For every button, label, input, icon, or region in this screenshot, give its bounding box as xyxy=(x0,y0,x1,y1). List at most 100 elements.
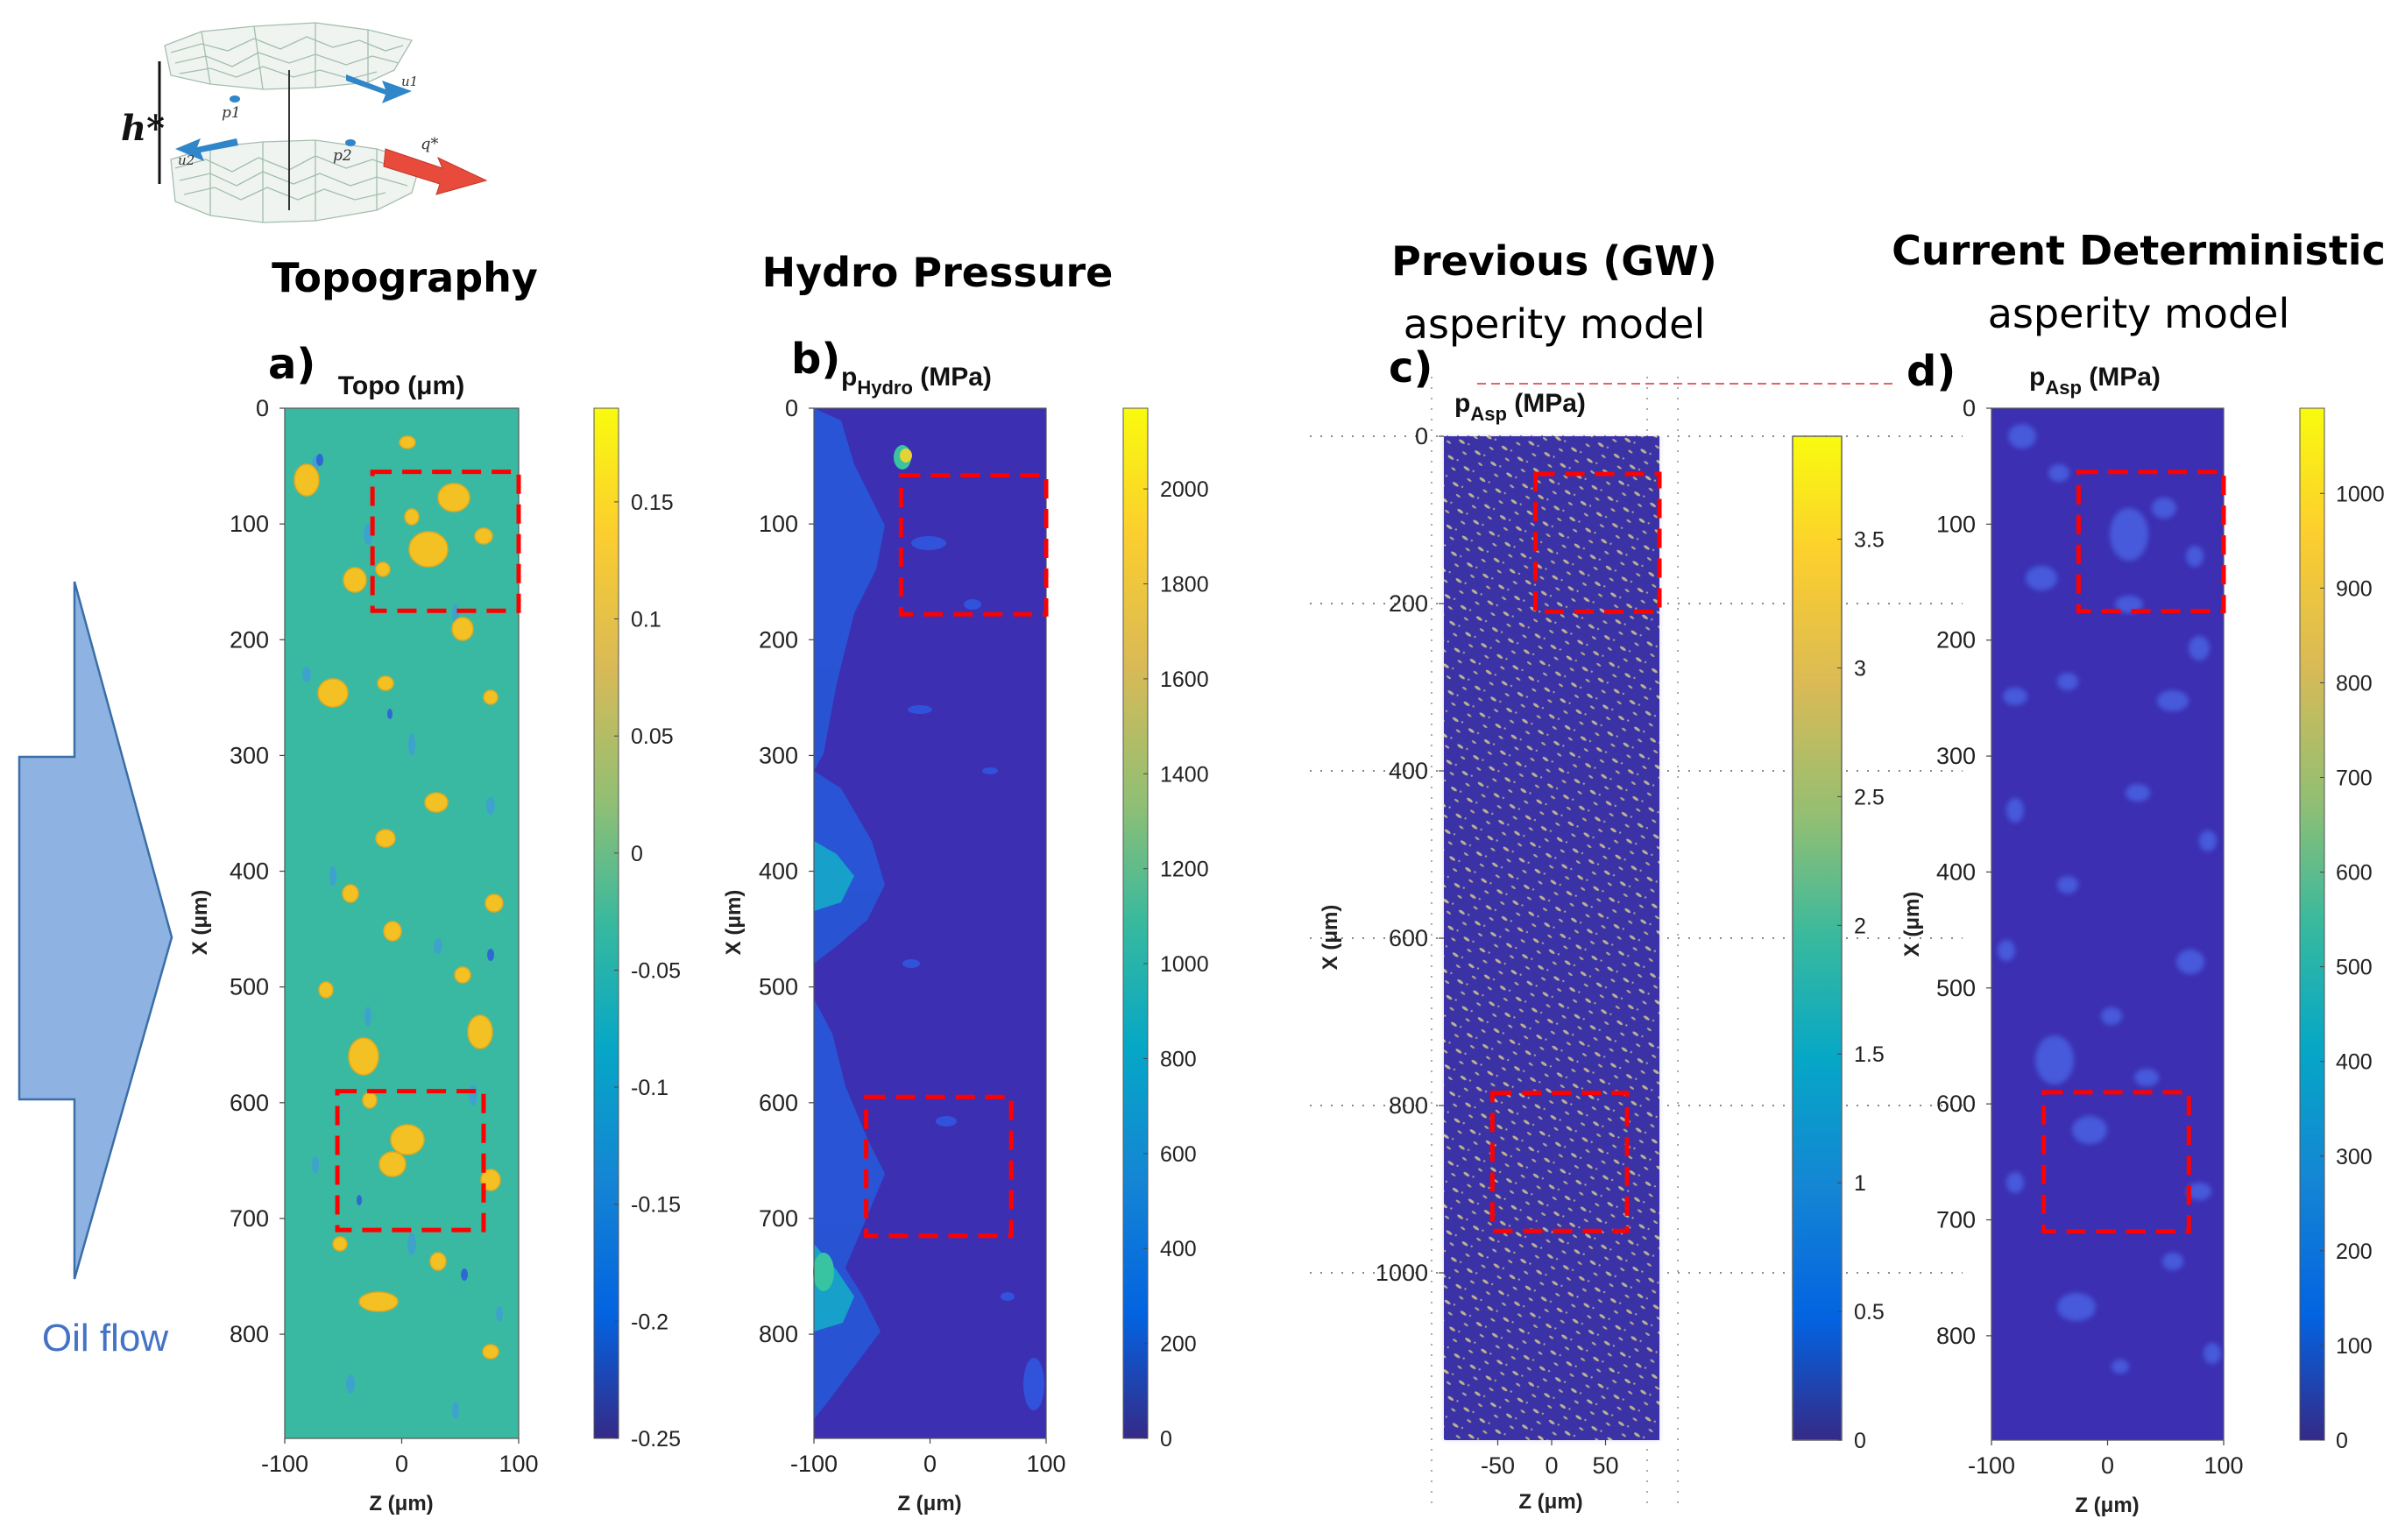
highlight-box xyxy=(2076,470,2226,614)
previous-gw-panel: Previous (GW) asperity model c) pAsp (MP… xyxy=(1310,237,1963,1514)
current-deterministic-highlight-boxes xyxy=(2041,470,2226,1234)
y-tick-label: 600 xyxy=(1389,925,1428,951)
y-tick-label: 800 xyxy=(759,1321,798,1347)
hydro-title-sub: Hydro xyxy=(857,377,913,399)
previous-gw-x-ticks: -50 0 50 xyxy=(1481,1440,1619,1479)
topography-y-axis-label: X (μm) xyxy=(188,890,212,956)
current-deterministic-colorbar xyxy=(2299,407,2325,1441)
current-deterministic-panel: Current Deterministic asperity model d) … xyxy=(1892,227,2386,1517)
topography-x-axis-label: Z (μm) xyxy=(369,1492,433,1515)
current-deterministic-heading: Current Deterministic xyxy=(1892,227,2386,274)
topography-colorbar xyxy=(593,407,619,1439)
previous-gw-y-ticks: 0 200 400 600 800 1000 xyxy=(1376,423,1444,1286)
previous-gw-y-axis-label: X (μm) xyxy=(1319,905,1342,971)
colorbar-tick-label: 3 xyxy=(1854,656,1866,681)
y-tick-label: 700 xyxy=(1936,1207,1976,1233)
colorbar-tick-label: 1000 xyxy=(2336,482,2385,506)
colorbar-tick-label: 1000 xyxy=(1160,952,1209,977)
topography-y-ticks: 0 100 200 300 400 500 600 700 800 xyxy=(230,395,285,1347)
previous-gw-x-axis-label: Z (μm) xyxy=(1518,1490,1582,1514)
det-title-sub: Asp xyxy=(2045,377,2082,399)
panel-c-label: c) xyxy=(1389,343,1432,392)
colorbar-tick-label: 800 xyxy=(1160,1047,1197,1071)
panel-b-label: b) xyxy=(791,335,840,384)
film-thickness-label: h* xyxy=(121,108,165,149)
colorbar-tick-label: 0 xyxy=(2336,1429,2348,1453)
panel-a-label: a) xyxy=(268,340,315,389)
y-tick-label: 400 xyxy=(230,858,269,885)
y-tick-label: 600 xyxy=(759,1090,798,1116)
x-tick-label: -50 xyxy=(1481,1452,1515,1479)
colorbar-tick-label: 1400 xyxy=(1160,762,1209,787)
hydro-pressure-map-title: pHydro (MPa) xyxy=(841,363,992,399)
colorbar-tick-label: -0.15 xyxy=(631,1193,681,1218)
hydro-pressure-panel: Hydro Pressure b) pHydro (MPa) xyxy=(722,249,1209,1515)
y-tick-label: 800 xyxy=(1389,1092,1428,1119)
x-tick-label: 0 xyxy=(1545,1452,1558,1479)
y-tick-label: 600 xyxy=(230,1090,269,1116)
colorbar-tick-label: 800 xyxy=(2336,671,2373,696)
y-tick-label: 0 xyxy=(1963,395,1976,421)
x-tick-label: -100 xyxy=(261,1451,308,1477)
highlight-box xyxy=(2041,1090,2191,1234)
film-schematic: h* p1 p2 u1 u2 q* xyxy=(121,22,488,223)
hydro-pressure-heading: Hydro Pressure xyxy=(762,249,1114,296)
highlight-box xyxy=(898,473,1049,617)
highlight-box xyxy=(1489,1091,1630,1233)
colorbar-tick-label: 200 xyxy=(1160,1332,1197,1357)
colorbar-tick-label: 600 xyxy=(2336,861,2373,886)
heat-flux-label: q* xyxy=(421,135,439,153)
heat-flux-arrow xyxy=(383,148,488,195)
pressure-p1-label: p1 xyxy=(222,104,241,122)
highlight-box xyxy=(335,1089,486,1233)
y-tick-label: 600 xyxy=(1936,1091,1976,1117)
colorbar-tick-label: 600 xyxy=(1160,1142,1197,1167)
topography-heading: Topography xyxy=(272,254,538,301)
highlight-box xyxy=(370,470,521,613)
current-deterministic-subheading: asperity model xyxy=(1988,290,2289,337)
colorbar-tick-label: 500 xyxy=(2336,956,2373,980)
current-deterministic-x-ticks: -100 0 100 xyxy=(1968,1440,2244,1479)
colorbar-tick-label: 0.5 xyxy=(1854,1300,1885,1325)
y-tick-label: 200 xyxy=(230,626,269,653)
colorbar-tick-label: 2000 xyxy=(1160,477,1209,502)
hydro-y-ticks: 0 100 200 300 400 500 600 700 800 xyxy=(759,395,814,1347)
x-tick-label: 0 xyxy=(2101,1452,2114,1479)
colorbar-tick-label: 900 xyxy=(2336,576,2373,601)
current-deterministic-y-ticks: 0 100 200 300 400 500 600 700 800 xyxy=(1936,395,1991,1349)
y-tick-label: 0 xyxy=(256,395,269,421)
y-tick-label: 500 xyxy=(759,974,798,1000)
colorbar-tick-label: 1.5 xyxy=(1854,1042,1885,1067)
x-tick-label: 0 xyxy=(395,1451,408,1477)
hydro-highlight-boxes xyxy=(864,473,1049,1239)
hydro-y-axis-label: X (μm) xyxy=(722,890,746,956)
x-tick-label: 100 xyxy=(2204,1452,2243,1479)
y-tick-label: 700 xyxy=(230,1205,269,1232)
topography-x-ticks: -100 0 100 xyxy=(261,1438,539,1477)
gw-title-main: p xyxy=(1454,389,1470,418)
hydro-x-axis-label: Z (μm) xyxy=(897,1492,961,1515)
y-tick-label: 0 xyxy=(785,395,798,421)
oil-flow-arrow xyxy=(18,581,173,1280)
colorbar-tick-label: 1600 xyxy=(1160,668,1209,692)
velocity-u2-arrow xyxy=(175,138,238,161)
highlight-box xyxy=(864,1094,1014,1239)
y-tick-label: 400 xyxy=(1389,758,1428,784)
colorbar-tick-label: 0.1 xyxy=(631,608,661,632)
current-deterministic-y-axis-label: X (μm) xyxy=(1900,892,1924,957)
colorbar-tick-label: -0.25 xyxy=(631,1427,681,1452)
y-tick-label: 400 xyxy=(759,858,798,885)
det-title-unit: (MPa) xyxy=(2082,363,2161,392)
colorbar-tick-label: 0.15 xyxy=(631,491,674,515)
current-deterministic-x-axis-label: Z (μm) xyxy=(2075,1494,2139,1517)
panel-d-label: d) xyxy=(1906,347,1956,396)
gw-title-unit: (MPa) xyxy=(1507,389,1586,418)
colorbar-tick-label: 0 xyxy=(631,842,643,866)
y-tick-label: 300 xyxy=(759,742,798,768)
colorbar-tick-label: -0.2 xyxy=(631,1310,668,1334)
colorbar-tick-label: -0.1 xyxy=(631,1076,668,1100)
current-deterministic-heatmap xyxy=(1991,408,2224,1440)
y-tick-label: 100 xyxy=(1936,511,1976,537)
hydro-pressure-heatmap xyxy=(813,408,1046,1438)
